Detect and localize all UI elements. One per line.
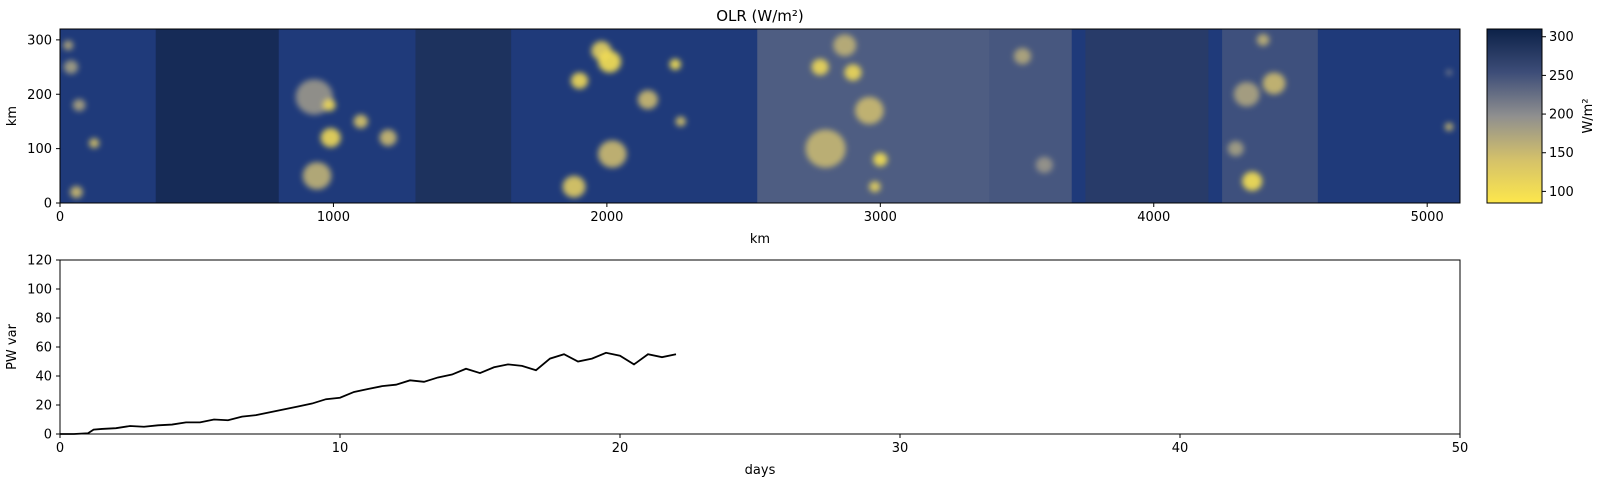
convective-cell: [1444, 122, 1454, 131]
line-y-label: PW var: [5, 323, 20, 369]
line-x-tick-label: 0: [56, 441, 64, 456]
colorbar-tick-label: 200: [1549, 108, 1574, 123]
convective-cell: [675, 116, 686, 127]
convective-cell: [89, 138, 100, 149]
line-plot: [59, 259, 1461, 435]
convective-cell: [63, 60, 79, 74]
convective-cell: [70, 186, 83, 199]
convective-cell: [805, 129, 846, 168]
line-y-tick-label: 120: [27, 254, 52, 269]
line-x-tick-label: 40: [1172, 441, 1189, 456]
convective-cell: [1242, 171, 1263, 191]
heatmap-band: [1222, 29, 1318, 203]
convective-cell: [1233, 81, 1260, 107]
line-x-ticks: 0 10 20 30 40 50: [56, 434, 1468, 456]
convective-cell: [1446, 69, 1452, 76]
convective-cell: [302, 162, 332, 190]
convective-cell: [1256, 33, 1270, 46]
line-y-tick-label: 80: [35, 312, 52, 327]
convective-cell: [379, 129, 397, 146]
heatmap-x-tick-label: 5000: [1411, 210, 1444, 225]
heatmap-cells: [63, 33, 1454, 199]
convective-cell: [562, 175, 586, 198]
convective-cell: [1035, 156, 1053, 174]
convective-cell: [811, 58, 829, 76]
convective-cell: [353, 114, 368, 129]
heatmap-y-tick-label: 200: [27, 88, 52, 103]
heatmap-band: [155, 29, 279, 203]
heatmap-y-tick-label: 100: [27, 142, 52, 157]
line-y-tick-label: 100: [27, 283, 52, 298]
convective-cell: [570, 72, 589, 89]
heatmap-frame: [59, 28, 1461, 204]
line-y-tick-label: 20: [35, 399, 52, 414]
colorbar-tick-label: 300: [1549, 30, 1574, 45]
colorbar-gradient: [1486, 28, 1543, 204]
colorbar: 100 150 200 250 300 W/m²: [1486, 28, 1596, 204]
convective-cell: [72, 99, 86, 112]
line-y-tick-label: 40: [35, 370, 52, 385]
convective-cell: [597, 140, 627, 168]
heatmap-plot: [59, 28, 1461, 204]
convective-cell: [323, 99, 336, 112]
convective-cell: [869, 181, 881, 193]
heatmap-title: OLR (W/m²): [716, 7, 804, 25]
colorbar-ticks: 100 150 200 250 300: [1542, 30, 1574, 200]
convective-cell: [844, 64, 862, 81]
convective-cell: [1013, 47, 1032, 65]
colorbar-tick-label: 100: [1549, 185, 1574, 200]
line-y-tick-label: 0: [44, 428, 52, 443]
convective-cell: [873, 152, 888, 167]
convective-cell: [1227, 140, 1244, 157]
heatmap-x-tick-label: 0: [56, 210, 64, 225]
line-x-tick-label: 30: [892, 441, 909, 456]
line-y-ticks: 0 20 40 60 80 100 120: [27, 254, 60, 443]
series-line-pw-var: [60, 351, 677, 435]
heatmap-band: [415, 29, 512, 203]
heatmap-x-tick-label: 2000: [590, 210, 623, 225]
heatmap-band: [1085, 29, 1209, 203]
line-x-label: days: [745, 463, 776, 478]
heatmap-y-label: km: [5, 106, 20, 126]
convective-cell: [1262, 72, 1286, 95]
heatmap-x-label: km: [750, 232, 770, 247]
heatmap-y-ticks: 0 100 200 300: [27, 33, 60, 212]
heatmap-x-tick-label: 4000: [1137, 210, 1170, 225]
convective-cell: [320, 128, 341, 148]
convective-cell: [833, 34, 857, 57]
convective-cell: [637, 90, 658, 110]
convective-cell: [63, 40, 74, 51]
line-y-tick-label: 60: [35, 341, 52, 356]
heatmap-x-ticks: 0 1000 2000 3000 4000 5000: [56, 203, 1444, 225]
line-x-tick-label: 50: [1452, 441, 1469, 456]
colorbar-label: W/m²: [1581, 98, 1596, 133]
heatmap-y-tick-label: 0: [44, 197, 52, 212]
convective-cell: [855, 96, 884, 125]
line-x-tick-label: 10: [332, 441, 349, 456]
line-x-tick-label: 20: [612, 441, 629, 456]
line-frame: [59, 259, 1461, 435]
convective-cell: [669, 58, 681, 70]
heatmap-y-tick-label: 300: [27, 33, 52, 48]
heatmap-x-tick-label: 1000: [317, 210, 350, 225]
colorbar-tick-label: 250: [1549, 69, 1574, 84]
heatmap-x-tick-label: 3000: [864, 210, 897, 225]
convective-cell: [598, 50, 622, 73]
colorbar-tick-label: 150: [1549, 146, 1574, 161]
